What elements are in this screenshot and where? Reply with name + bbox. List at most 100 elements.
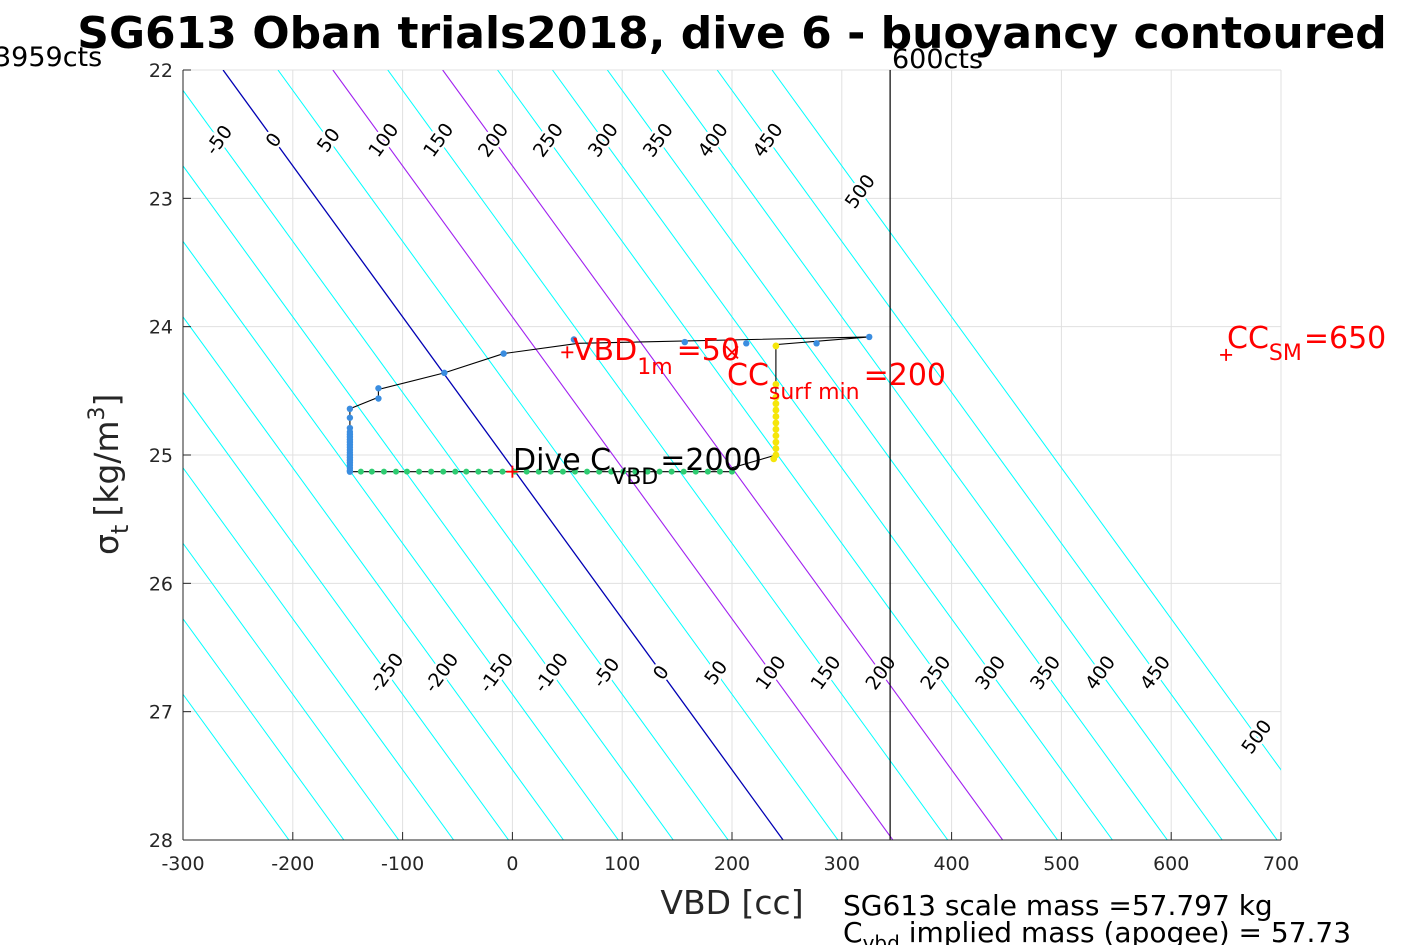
chart-title: SG613 Oban trials2018, dive 6 - buoyancy… xyxy=(77,8,1387,59)
climb-point xyxy=(547,468,554,475)
climb-point xyxy=(668,468,675,475)
contour-label: 150 xyxy=(419,119,458,161)
y-tick-label: 25 xyxy=(149,445,173,467)
dive-point xyxy=(866,333,873,341)
x-ticks: -300 -200 -100 0 100 200 300 400 500 600 700 xyxy=(161,832,1299,875)
contour-label: 500 xyxy=(1237,716,1276,758)
contour-line xyxy=(552,70,1113,840)
climb-point xyxy=(644,468,651,475)
markers xyxy=(506,345,1233,478)
dive-point xyxy=(743,340,750,347)
surface-points xyxy=(770,342,780,463)
y-tick-label: 23 xyxy=(149,188,173,210)
contour-label: -50 xyxy=(588,654,624,692)
climb-point xyxy=(499,468,506,475)
climb-point xyxy=(403,468,410,475)
marker-vbd-1m xyxy=(561,346,574,359)
x-tick-label: 0 xyxy=(506,853,518,875)
marker-cc-sm xyxy=(1220,348,1233,361)
contour-line xyxy=(183,240,619,840)
x-tick-label: 100 xyxy=(604,853,640,875)
contour-line xyxy=(716,70,1278,840)
dive-point xyxy=(441,369,448,377)
annotation-cc-surf-min: CCsurf min =200 xyxy=(727,358,946,405)
contour-line xyxy=(387,70,949,840)
marker-cc-surf-min xyxy=(725,345,739,359)
surface-point xyxy=(772,400,780,408)
climb-point xyxy=(656,468,663,475)
climb-point xyxy=(487,468,494,475)
y-tick-label: 26 xyxy=(149,573,173,595)
y-axis-label-units: [kg/m xyxy=(87,420,126,516)
contour-line xyxy=(442,70,1004,840)
dive-point xyxy=(346,468,354,475)
contour-label: 50 xyxy=(700,657,732,690)
climb-point xyxy=(440,468,447,475)
climb-point xyxy=(596,468,603,475)
dive-point xyxy=(813,340,820,347)
surface-point xyxy=(772,419,780,427)
surface-point xyxy=(772,432,780,440)
climb-point xyxy=(680,468,687,475)
contour-label: -250 xyxy=(365,649,408,697)
surface-point xyxy=(772,406,780,414)
climb-point xyxy=(357,468,364,475)
climb-point xyxy=(632,468,639,475)
corner-right-label: 600cts xyxy=(892,44,983,75)
dive-point xyxy=(346,414,354,421)
contour-label: 250 xyxy=(916,652,955,694)
profile xyxy=(346,333,873,475)
climb-point xyxy=(523,468,530,475)
climb-points xyxy=(357,468,735,475)
contour-line xyxy=(183,391,509,840)
annotation-dive-cvbd: Dive CVBD=2000 xyxy=(513,443,762,490)
x-tick-label: 500 xyxy=(1043,853,1079,875)
climb-point xyxy=(584,468,591,475)
contour-label: 50 xyxy=(313,124,345,157)
surface-point xyxy=(772,425,780,433)
climb-point xyxy=(704,468,711,475)
climb-point xyxy=(428,468,435,475)
x-axis-label: VBD [cc] xyxy=(660,883,803,922)
y-ticks: 22 23 24 25 26 27 28 xyxy=(149,60,191,852)
marker-dive-cvbd xyxy=(506,465,519,478)
climb-point xyxy=(463,468,470,475)
y-axis-label-symbol: σ xyxy=(87,534,126,555)
climb-point xyxy=(559,468,566,475)
svg-text:σt[kg/m3]: σt [kg/m3] xyxy=(85,394,134,555)
surface-point xyxy=(772,413,780,420)
contour-label: 250 xyxy=(529,119,568,161)
x-tick-label: 300 xyxy=(824,853,860,875)
y-tick-label: 27 xyxy=(149,702,173,724)
climb-point xyxy=(416,468,423,475)
contour-label: -100 xyxy=(530,649,573,697)
climb-point xyxy=(620,468,627,475)
contour-line xyxy=(183,466,455,840)
contour-label: -200 xyxy=(420,649,463,697)
dive-point xyxy=(375,385,382,392)
contour-label: 0 xyxy=(262,129,287,152)
climb-point xyxy=(475,468,482,475)
contour-line xyxy=(332,70,894,840)
contour-label: 350 xyxy=(639,119,678,161)
climb-point xyxy=(692,468,699,475)
contour-label: 0 xyxy=(649,662,674,685)
climb-point xyxy=(729,468,735,475)
footer-implied-mass: Cvbd implied mass (apogee) = 57.73 xyxy=(843,916,1351,945)
contour-label: -150 xyxy=(475,649,518,697)
x-tick-label: -100 xyxy=(381,853,424,875)
contour-label: 100 xyxy=(364,119,403,161)
contour-line xyxy=(183,89,729,840)
climb-point xyxy=(608,468,615,475)
surface-point xyxy=(770,455,778,463)
surface-point xyxy=(772,393,780,401)
contour-label: 400 xyxy=(1081,652,1120,694)
x-tick-label: 400 xyxy=(933,853,969,875)
contour-label: 350 xyxy=(1026,652,1065,694)
dive-point xyxy=(681,338,688,346)
contour-line xyxy=(183,693,290,840)
x-tick-label: 200 xyxy=(714,853,750,875)
annotation-cc-sm: CCSM=650 xyxy=(1227,321,1386,366)
contour-label: 400 xyxy=(694,119,733,161)
